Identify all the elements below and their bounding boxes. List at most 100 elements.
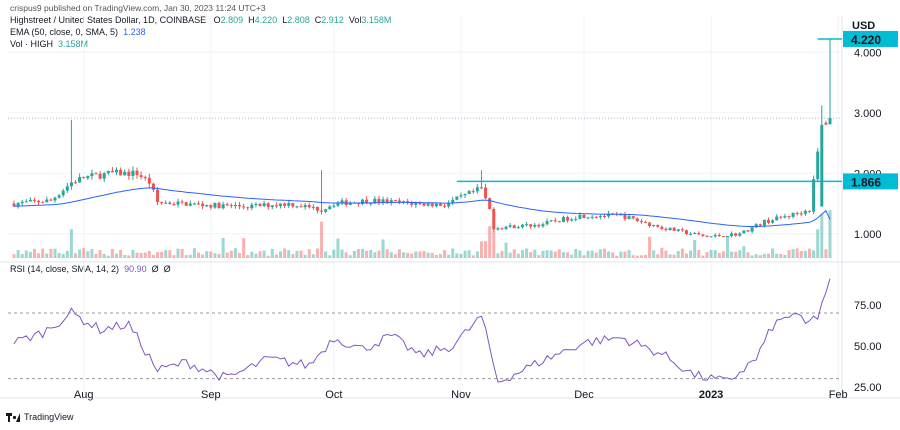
volume-bar — [365, 250, 369, 258]
volume-bar — [147, 250, 151, 258]
volume-bar — [795, 248, 799, 258]
volume-bar — [270, 248, 274, 258]
tradingview-logo: TradingView — [6, 412, 74, 422]
volume-legend: Vol · HIGH 3.158M — [10, 39, 88, 49]
volume-bar — [115, 253, 119, 258]
candle-body — [156, 189, 160, 203]
candle-body — [438, 203, 442, 206]
candle-body — [291, 203, 295, 207]
volume-bar — [315, 248, 319, 258]
volume-bar — [402, 252, 406, 258]
candle-body — [69, 182, 73, 187]
candle-body — [713, 234, 717, 237]
volume-bar — [713, 250, 717, 258]
candle-body — [561, 217, 565, 222]
candle-body — [730, 233, 734, 236]
candle-body — [307, 205, 311, 208]
volume-bar — [258, 251, 262, 258]
volume-bar — [668, 254, 672, 258]
candle-body — [607, 213, 611, 217]
candle-body — [676, 229, 680, 231]
volume-bar — [762, 253, 766, 258]
volume-bar — [816, 229, 820, 258]
volume-bar — [221, 237, 225, 258]
high-label: H — [248, 15, 255, 25]
close-label: C — [314, 15, 322, 25]
candle-body — [147, 177, 151, 184]
candle-body — [49, 199, 53, 201]
volume-bar — [607, 251, 611, 258]
candle-body — [500, 228, 504, 230]
volume-bar — [78, 249, 82, 258]
candle-body — [209, 205, 213, 208]
volume-bar — [484, 241, 488, 258]
volume-bar — [697, 249, 701, 258]
volume-bar — [742, 246, 746, 258]
volume-bar — [324, 251, 328, 258]
rsi-legend: RSI (14, close, SMA, 14, 2) 90.90 Ø Ø — [10, 264, 171, 274]
volume-bar — [201, 254, 205, 258]
volume-bar — [807, 248, 811, 258]
candle-body — [115, 169, 119, 173]
candle-body — [320, 210, 324, 212]
volume-bar — [164, 250, 168, 258]
volume-bar — [16, 250, 20, 258]
volume-bar — [246, 254, 250, 258]
candle-body — [693, 233, 697, 235]
volume-bar — [33, 248, 37, 258]
candle-body — [504, 226, 508, 229]
volume-bar — [475, 251, 479, 258]
candle-body — [787, 216, 791, 218]
volume-bar — [693, 239, 697, 258]
volume-bar — [127, 255, 131, 258]
volume-bar — [680, 248, 684, 258]
candle-body — [590, 216, 594, 218]
volume-bar — [574, 248, 578, 258]
candle-body — [508, 225, 512, 227]
volume-bar — [508, 252, 512, 258]
volume-bar — [771, 248, 775, 258]
volume-bar — [541, 250, 545, 258]
candle-body — [41, 202, 45, 204]
volume-bar — [791, 249, 795, 258]
volume-bar — [90, 249, 94, 258]
candle-body — [246, 207, 250, 209]
time-axis-tick-label: Dec — [574, 389, 594, 401]
time-axis-tick-label: 2023 — [699, 389, 723, 401]
candle-body — [807, 210, 811, 212]
candle-body — [623, 214, 627, 220]
volume-bar — [463, 250, 467, 258]
volume-bar — [537, 255, 541, 258]
volume-bar — [504, 242, 508, 258]
candle-body — [443, 205, 447, 207]
rsi-value: 90.90 — [124, 264, 147, 274]
volume-bar — [557, 249, 561, 258]
volume-bar — [414, 251, 418, 258]
volume-bar — [467, 250, 471, 258]
candle-body — [123, 171, 127, 176]
volume-bar — [496, 253, 500, 258]
candle-body — [328, 206, 332, 210]
volume-bar — [156, 252, 160, 258]
volume-bar — [434, 254, 438, 258]
candle-body — [512, 225, 516, 229]
volume-bar — [332, 249, 336, 258]
candle-body — [578, 214, 582, 219]
volume-bar — [74, 253, 78, 258]
candle-body — [594, 216, 598, 218]
candle-body — [61, 190, 65, 196]
candle-body — [135, 170, 139, 176]
candle-body — [254, 203, 258, 205]
candle-body — [672, 227, 676, 231]
volume-bar — [307, 249, 311, 258]
candle-body — [94, 173, 98, 175]
volume-bar — [492, 230, 496, 258]
volume-bar — [627, 250, 631, 258]
candle-body — [217, 202, 221, 209]
candle-body — [348, 202, 352, 205]
volume-bar — [812, 250, 816, 258]
candle-body — [20, 201, 24, 204]
volume-bar — [705, 251, 709, 258]
candle-body — [82, 177, 86, 179]
